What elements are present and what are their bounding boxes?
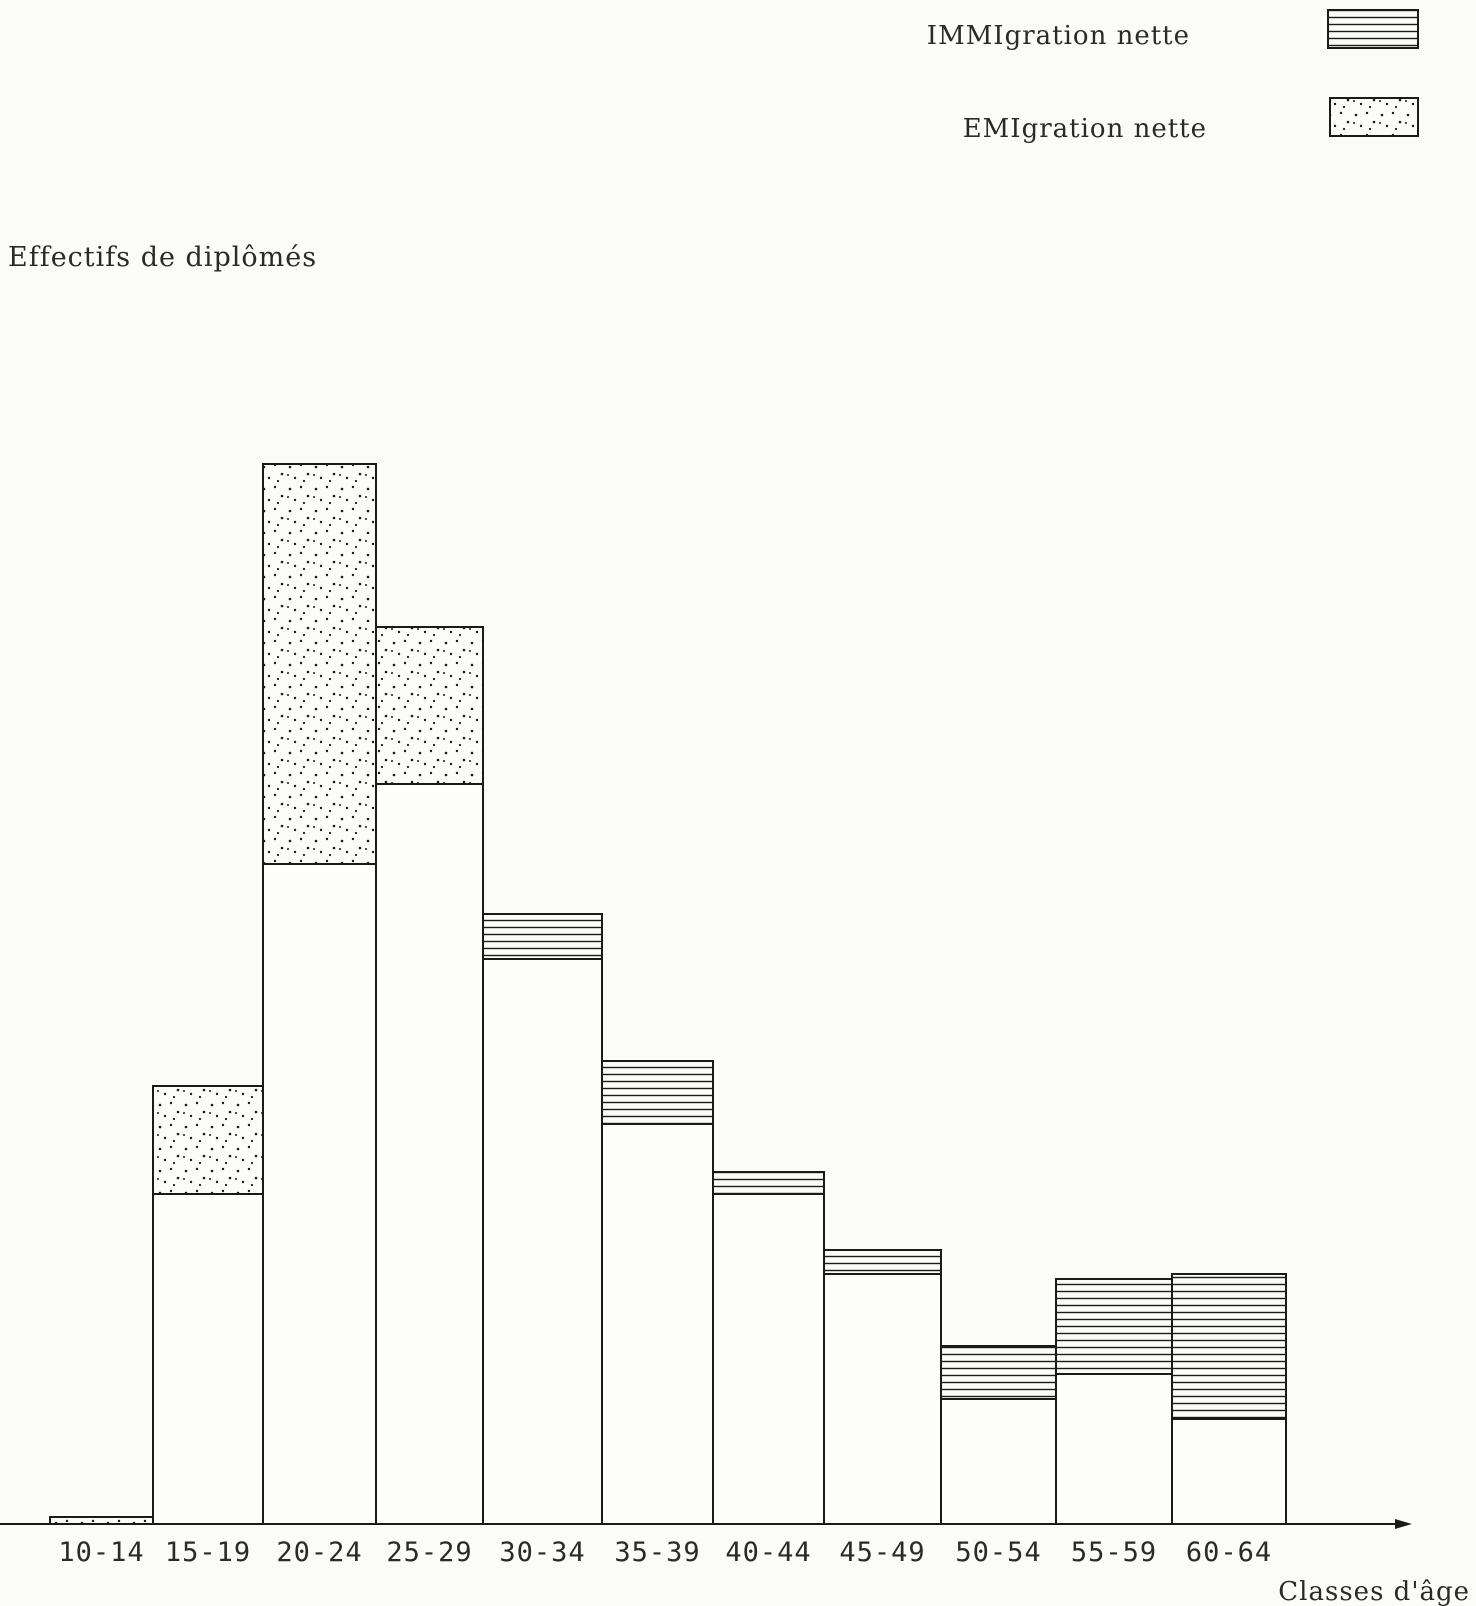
x-tick-40-44: 40-44 bbox=[725, 1537, 811, 1568]
x-tick-20-24: 20-24 bbox=[276, 1537, 362, 1568]
bar-immigration-50-54 bbox=[940, 1345, 1057, 1400]
bar-emigration-15-19 bbox=[152, 1085, 264, 1195]
x-tick-25-29: 25-29 bbox=[386, 1537, 472, 1568]
y-axis-label: Effectifs de diplômés bbox=[8, 242, 317, 273]
bar-base-45-49 bbox=[823, 1273, 942, 1525]
bars-group bbox=[49, 463, 1287, 1525]
legend-swatch-immigration bbox=[1327, 9, 1419, 49]
bar-base-30-34 bbox=[482, 958, 603, 1525]
bar-base-60-64 bbox=[1171, 1418, 1287, 1525]
bar-immigration-45-49 bbox=[823, 1249, 942, 1275]
x-tick-10-14: 10-14 bbox=[58, 1537, 144, 1568]
bar-immigration-60-64 bbox=[1171, 1273, 1287, 1420]
x-axis bbox=[0, 1519, 1412, 1529]
legend-swatch-emigration bbox=[1329, 97, 1419, 137]
legend-label-immigration: IMMIgration nette bbox=[927, 21, 1190, 51]
bar-base-40-44 bbox=[712, 1193, 825, 1525]
bar-base-20-24 bbox=[262, 863, 377, 1525]
x-tick-15-19: 15-19 bbox=[165, 1537, 251, 1568]
bar-base-55-59 bbox=[1055, 1373, 1173, 1525]
legend-label-emigration: EMIgration nette bbox=[963, 114, 1207, 144]
x-tick-30-34: 30-34 bbox=[499, 1537, 585, 1568]
bar-base-50-54 bbox=[940, 1398, 1057, 1525]
bar-immigration-40-44 bbox=[712, 1171, 825, 1195]
bar-immigration-55-59 bbox=[1055, 1278, 1173, 1375]
x-tick-55-59: 55-59 bbox=[1071, 1537, 1157, 1568]
x-tick-50-54: 50-54 bbox=[955, 1537, 1041, 1568]
x-tick-35-39: 35-39 bbox=[614, 1537, 700, 1568]
x-axis-arrow bbox=[1395, 1519, 1412, 1529]
bar-base-15-19 bbox=[152, 1193, 264, 1525]
x-tick-labels: 10-14 15-19 20-24 25-29 30-34 35-39 40-44 45-49… bbox=[58, 1537, 1272, 1568]
bar-base-25-29 bbox=[375, 783, 484, 1525]
x-tick-45-49: 45-49 bbox=[839, 1537, 925, 1568]
x-tick-60-64: 60-64 bbox=[1186, 1537, 1272, 1568]
bar-immigration-35-39 bbox=[601, 1060, 714, 1125]
bar-emigration-20-24 bbox=[262, 463, 377, 865]
x-axis-label: Classes d'âge bbox=[1278, 1577, 1470, 1606]
legend: IMMIgration nette EMIgration nette bbox=[927, 9, 1419, 144]
bar-base-35-39 bbox=[601, 1123, 714, 1525]
bar-immigration-30-34 bbox=[482, 913, 603, 960]
bar-emigration-10-14 bbox=[49, 1516, 154, 1525]
bar-emigration-25-29 bbox=[375, 626, 484, 785]
